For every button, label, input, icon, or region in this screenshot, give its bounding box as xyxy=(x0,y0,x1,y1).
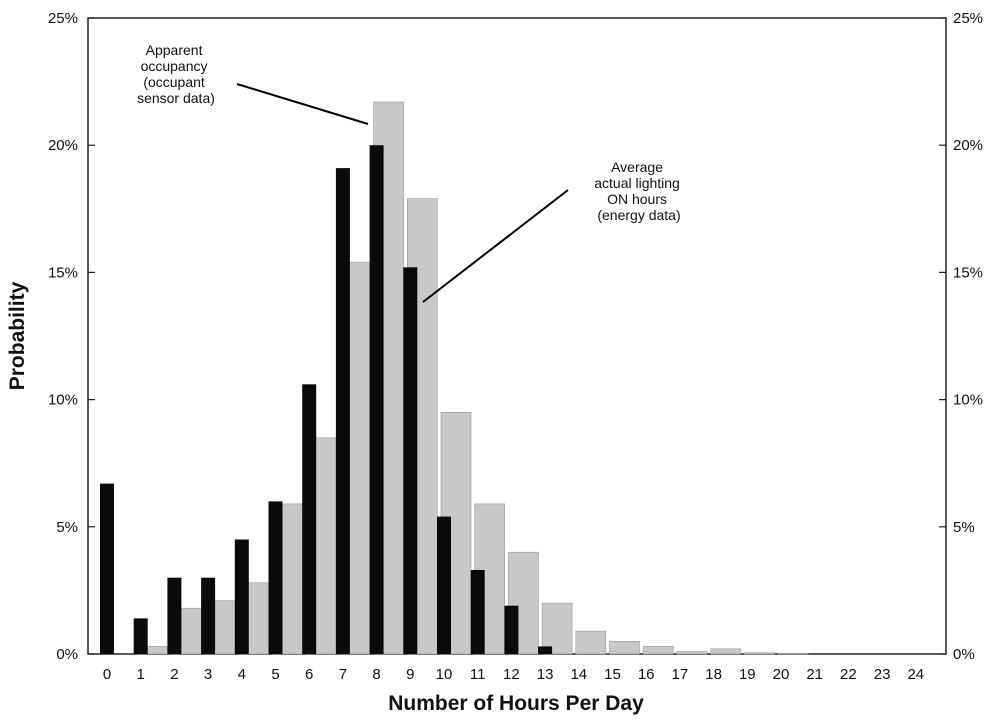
y-axis-right: 0% 5% 10% 15% 20% 25% xyxy=(939,10,983,663)
bar-lighting-1 xyxy=(133,618,148,654)
bar-lighting-13 xyxy=(538,646,553,654)
bar-lighting-12 xyxy=(504,605,519,654)
bar-lighting-11 xyxy=(470,570,485,654)
bar-occupancy-14 xyxy=(575,630,607,655)
annotation-line: Average xyxy=(611,159,663,175)
x-tick-label: 23 xyxy=(874,666,891,683)
annotation-line: sensor data) xyxy=(137,90,215,106)
annotation-line: actual lighting xyxy=(594,175,680,191)
x-tick-label: 9 xyxy=(406,666,414,683)
x-tick-label: 13 xyxy=(537,666,554,683)
y-tick-label-left: 20% xyxy=(48,137,78,154)
bar-lighting-4 xyxy=(234,539,249,654)
annotation-text: Apparent occupancy (occupant sensor data… xyxy=(137,42,215,106)
bar-lighting-8 xyxy=(369,145,384,654)
x-tick-label: 20 xyxy=(773,666,790,683)
x-tick-label: 12 xyxy=(503,666,520,683)
x-tick-label: 2 xyxy=(170,666,178,683)
bar-lighting-6 xyxy=(302,384,317,654)
bar-occupancy-13 xyxy=(541,602,573,655)
x-tick-label: 21 xyxy=(806,666,823,683)
y-tick-label-left: 0% xyxy=(56,646,78,663)
x-tick-label: 16 xyxy=(638,666,655,683)
annotation-leader-line xyxy=(236,83,369,125)
y-tick-label-right: 15% xyxy=(953,264,983,281)
bar-lighting-10 xyxy=(437,516,451,654)
x-tick-label: 3 xyxy=(204,666,212,683)
y-tick-label-left: 15% xyxy=(48,264,78,281)
annotation-line: occupancy xyxy=(141,58,208,74)
annotation-apparent-occupancy: Apparent occupancy (occupant sensor data… xyxy=(137,42,369,125)
x-tick-label: 19 xyxy=(739,666,756,683)
x-tick-label: 7 xyxy=(339,666,347,683)
x-tick-label: 1 xyxy=(137,666,145,683)
x-axis-title: Number of Hours Per Day xyxy=(388,692,644,715)
annotation-line: (energy data) xyxy=(597,207,680,223)
annotation-line: (occupant xyxy=(143,74,205,90)
x-tick-label: 18 xyxy=(705,666,722,683)
bar-lighting-0 xyxy=(100,483,114,654)
bar-occupancy-17 xyxy=(676,651,708,655)
y-tick-label-right: 0% xyxy=(953,646,975,663)
bar-occupancy-15 xyxy=(609,640,640,655)
bar-occupancy-18 xyxy=(710,648,741,655)
y-axis-title: Probability xyxy=(6,281,29,390)
annotation-text: Average actual lighting ON hours (energy… xyxy=(594,159,684,223)
x-tick-label: 15 xyxy=(604,666,621,683)
y-axis-left: 0% 5% 10% 15% 20% 25% xyxy=(48,10,95,663)
y-tick-label-left: 25% xyxy=(48,10,78,27)
y-tick-label-left: 5% xyxy=(56,519,78,536)
bar-occupancy-19 xyxy=(743,652,775,655)
y-tick-label-right: 5% xyxy=(953,519,975,536)
x-tick-label: 17 xyxy=(672,666,689,683)
series-lighting-bars xyxy=(100,145,553,654)
annotation-line: ON hours xyxy=(607,191,667,207)
bar-lighting-5 xyxy=(268,501,283,654)
x-tick-label: 5 xyxy=(271,666,279,683)
x-tick-label: 11 xyxy=(470,666,486,683)
x-tick-label: 14 xyxy=(570,666,587,683)
x-tick-label: 6 xyxy=(305,666,313,683)
y-tick-label-left: 10% xyxy=(48,392,78,409)
bar-occupancy-16 xyxy=(642,646,674,655)
x-tick-label: 24 xyxy=(907,666,924,683)
y-tick-label-right: 20% xyxy=(953,137,983,154)
bar-lighting-9 xyxy=(403,267,418,654)
bar-lighting-7 xyxy=(335,168,350,654)
x-axis: 0 1 2 3 4 5 6 7 8 9 10 11 12 13 14 15 16 17 18 19 20 21 22 23 24 xyxy=(103,666,924,683)
x-tick-label: 0 xyxy=(103,666,111,683)
bar-lighting-2 xyxy=(167,577,182,654)
y-tick-label-right: 10% xyxy=(953,392,983,409)
x-tick-label: 10 xyxy=(436,666,453,683)
annotation-leader-line xyxy=(422,189,569,303)
bar-occupancy-20 xyxy=(777,652,809,655)
x-tick-label: 22 xyxy=(840,666,857,683)
annotation-line: Apparent xyxy=(146,42,203,58)
x-tick-label: 4 xyxy=(238,666,246,683)
annotation-average-lighting: Average actual lighting ON hours (energy… xyxy=(422,159,684,303)
y-tick-label-right: 25% xyxy=(953,10,983,27)
bar-lighting-3 xyxy=(201,577,216,654)
x-tick-label: 8 xyxy=(372,666,380,683)
